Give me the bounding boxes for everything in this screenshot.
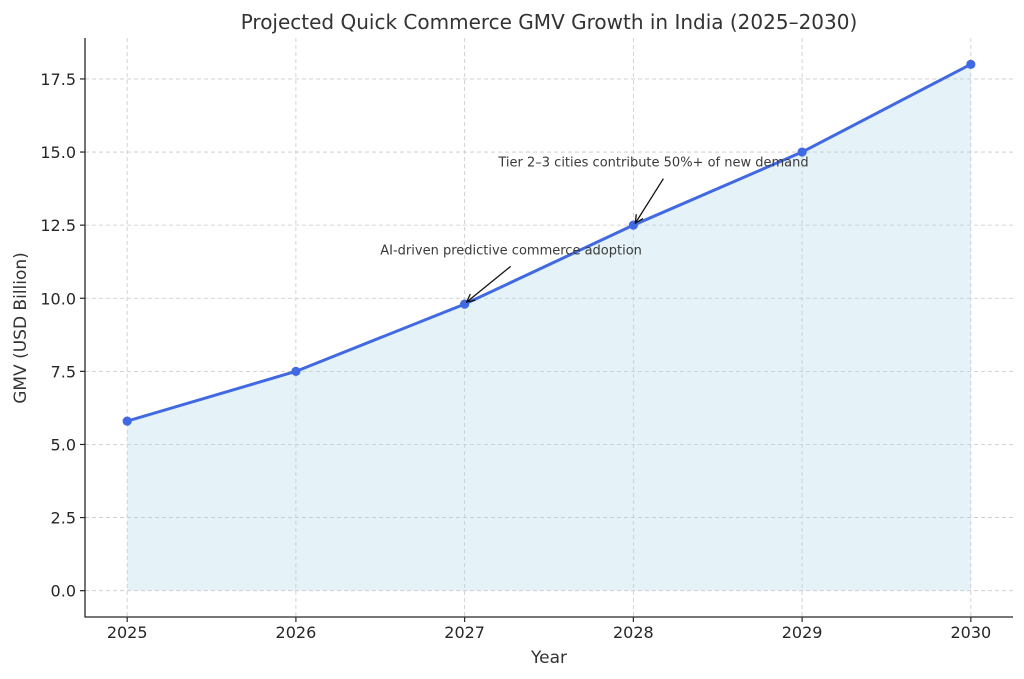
y-tick-label: 12.5 xyxy=(40,216,76,235)
grid xyxy=(85,38,1013,617)
annotation-text-2: Tier 2–3 cities contribute 50%+ of new d… xyxy=(497,156,808,171)
y-tick-label: 10.0 xyxy=(40,289,76,308)
x-tick-label: 2029 xyxy=(782,623,823,642)
y-axis-label: GMV (USD Billion) xyxy=(11,252,31,404)
data-point-2026 xyxy=(291,366,301,376)
x-axis-label: Year xyxy=(530,648,567,668)
annotation-arrow-2 xyxy=(635,178,664,223)
y-axis-ticks: 0.0 2.5 5.0 7.5 10.0 12.5 15.0 17.5 xyxy=(40,70,85,601)
y-tick-label: 7.5 xyxy=(51,362,76,381)
y-tick-label: 17.5 xyxy=(40,70,76,89)
x-axis-ticks: 2025 2026 2027 2028 2029 2030 xyxy=(107,617,991,642)
x-tick-label: 2027 xyxy=(444,623,485,642)
y-tick-label: 15.0 xyxy=(40,143,76,162)
data-point-2030 xyxy=(966,59,976,69)
x-tick-label: 2030 xyxy=(950,623,991,642)
x-tick-label: 2025 xyxy=(107,623,148,642)
data-point-2029 xyxy=(797,147,807,157)
x-tick-label: 2026 xyxy=(276,623,317,642)
annotations: AI-driven predictive commerce adoption Ti… xyxy=(380,156,809,302)
y-tick-label: 0.0 xyxy=(51,582,76,601)
y-tick-label: 2.5 xyxy=(51,509,76,528)
annotation-text-1: AI-driven predictive commerce adoption xyxy=(380,243,642,258)
series-line-gmv xyxy=(126,62,972,423)
data-point-2025 xyxy=(122,416,132,426)
y-tick-label: 5.0 xyxy=(51,435,76,454)
area-fill xyxy=(127,64,971,591)
chart-title: Projected Quick Commerce GMV Growth in I… xyxy=(241,10,858,34)
data-points xyxy=(122,59,976,426)
x-tick-label: 2028 xyxy=(613,623,654,642)
annotation-arrow-1 xyxy=(467,265,512,302)
